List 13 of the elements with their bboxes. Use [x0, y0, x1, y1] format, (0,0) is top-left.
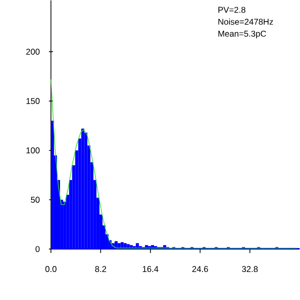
- y-tick-label: 150: [26, 98, 40, 104]
- annotation: Mean=5.3pC: [218, 30, 266, 38]
- x-tick-label: 32.8: [242, 266, 258, 272]
- x-tick-label: 0.0: [45, 266, 56, 272]
- y-tick-label: 200: [26, 48, 40, 55]
- x-tick-label: 24.6: [192, 266, 208, 272]
- annotation: Noise=2478Hz: [218, 18, 274, 25]
- y-tick-label: 50: [30, 196, 40, 203]
- x-tick-label: 16.4: [142, 266, 158, 272]
- x-tick-label: 8.2: [95, 266, 106, 272]
- y-tick-label: 0: [36, 246, 40, 252]
- annotation: PV=2.8: [218, 6, 246, 13]
- y-tick-label: 100: [26, 147, 40, 154]
